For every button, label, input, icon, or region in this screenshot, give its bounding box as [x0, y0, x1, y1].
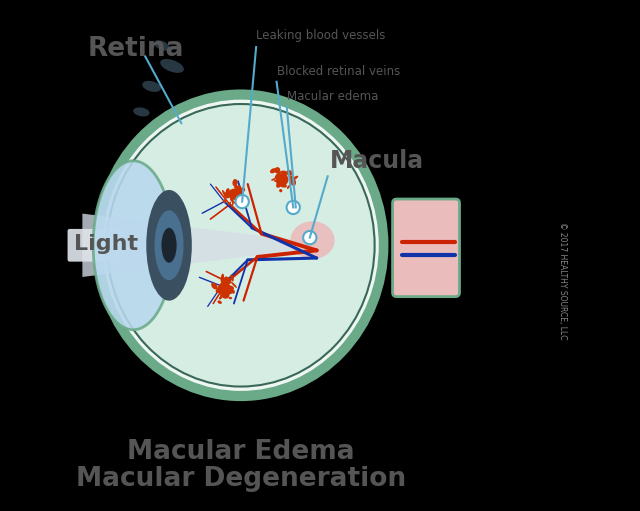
Ellipse shape — [230, 274, 234, 282]
Ellipse shape — [280, 183, 285, 187]
Ellipse shape — [161, 228, 177, 263]
Ellipse shape — [237, 201, 241, 205]
Ellipse shape — [107, 104, 374, 386]
Ellipse shape — [276, 180, 280, 186]
Ellipse shape — [224, 276, 228, 280]
Ellipse shape — [276, 174, 289, 186]
Ellipse shape — [93, 161, 173, 330]
Ellipse shape — [241, 196, 244, 198]
Text: Leaking blood vessels: Leaking blood vessels — [256, 29, 385, 42]
Ellipse shape — [230, 289, 235, 294]
Polygon shape — [83, 214, 317, 277]
Ellipse shape — [225, 195, 228, 198]
Ellipse shape — [285, 180, 287, 183]
Ellipse shape — [274, 180, 281, 182]
Ellipse shape — [216, 288, 223, 293]
Ellipse shape — [228, 192, 231, 196]
Ellipse shape — [230, 198, 236, 204]
Ellipse shape — [231, 201, 234, 208]
Ellipse shape — [276, 183, 282, 188]
Ellipse shape — [155, 211, 184, 280]
Ellipse shape — [228, 202, 231, 205]
Ellipse shape — [224, 290, 228, 297]
Text: Macular edema: Macular edema — [287, 90, 378, 103]
Ellipse shape — [236, 194, 241, 200]
Ellipse shape — [237, 185, 241, 192]
Ellipse shape — [228, 286, 234, 289]
Ellipse shape — [103, 100, 379, 391]
Ellipse shape — [232, 179, 237, 187]
Ellipse shape — [228, 297, 232, 299]
Ellipse shape — [133, 107, 150, 117]
Ellipse shape — [221, 273, 224, 282]
Ellipse shape — [231, 282, 237, 288]
Ellipse shape — [234, 196, 238, 200]
Ellipse shape — [93, 89, 388, 401]
Ellipse shape — [221, 292, 230, 298]
Ellipse shape — [225, 278, 231, 285]
Ellipse shape — [236, 192, 241, 197]
Ellipse shape — [235, 186, 240, 191]
Ellipse shape — [271, 178, 276, 181]
Ellipse shape — [226, 190, 229, 195]
Text: Light: Light — [74, 234, 138, 254]
Ellipse shape — [218, 282, 231, 296]
Ellipse shape — [241, 188, 245, 192]
Ellipse shape — [225, 288, 230, 292]
Text: Macular Degeneration: Macular Degeneration — [76, 467, 406, 492]
Ellipse shape — [154, 40, 170, 51]
Ellipse shape — [282, 184, 287, 188]
Ellipse shape — [226, 188, 230, 194]
Ellipse shape — [225, 291, 230, 295]
Text: Retina: Retina — [88, 36, 184, 61]
Ellipse shape — [289, 176, 294, 180]
Ellipse shape — [228, 288, 233, 294]
Circle shape — [303, 231, 316, 244]
Ellipse shape — [287, 170, 293, 175]
Ellipse shape — [275, 167, 280, 174]
Circle shape — [236, 195, 249, 208]
Ellipse shape — [279, 171, 285, 174]
Ellipse shape — [147, 190, 192, 300]
Text: Macular Edema: Macular Edema — [127, 439, 355, 465]
Ellipse shape — [290, 178, 296, 186]
Ellipse shape — [211, 283, 218, 289]
Ellipse shape — [142, 81, 161, 92]
Ellipse shape — [223, 199, 227, 203]
Ellipse shape — [224, 277, 231, 284]
Ellipse shape — [280, 183, 286, 188]
Ellipse shape — [221, 278, 227, 284]
Ellipse shape — [216, 286, 223, 292]
FancyBboxPatch shape — [392, 199, 460, 296]
Ellipse shape — [282, 173, 287, 180]
Ellipse shape — [220, 293, 223, 297]
Circle shape — [287, 201, 300, 214]
Ellipse shape — [282, 171, 287, 176]
Ellipse shape — [224, 192, 230, 198]
Ellipse shape — [218, 300, 222, 304]
Ellipse shape — [222, 190, 226, 196]
Ellipse shape — [223, 282, 228, 287]
Ellipse shape — [275, 173, 280, 179]
Ellipse shape — [238, 189, 242, 195]
Ellipse shape — [219, 296, 222, 299]
Ellipse shape — [228, 189, 239, 200]
Ellipse shape — [292, 176, 298, 180]
Ellipse shape — [236, 203, 239, 207]
Text: Blocked retinal veins: Blocked retinal veins — [276, 65, 400, 78]
Ellipse shape — [276, 181, 280, 185]
FancyBboxPatch shape — [68, 229, 120, 262]
Ellipse shape — [286, 172, 291, 176]
Text: Macula: Macula — [330, 149, 424, 173]
Ellipse shape — [270, 168, 276, 173]
Ellipse shape — [287, 185, 290, 189]
Text: © 2017 HEALTHY SOURCE, LLC: © 2017 HEALTHY SOURCE, LLC — [558, 222, 567, 340]
Ellipse shape — [279, 189, 282, 192]
Ellipse shape — [291, 221, 335, 259]
Ellipse shape — [234, 185, 238, 189]
Ellipse shape — [160, 59, 184, 73]
